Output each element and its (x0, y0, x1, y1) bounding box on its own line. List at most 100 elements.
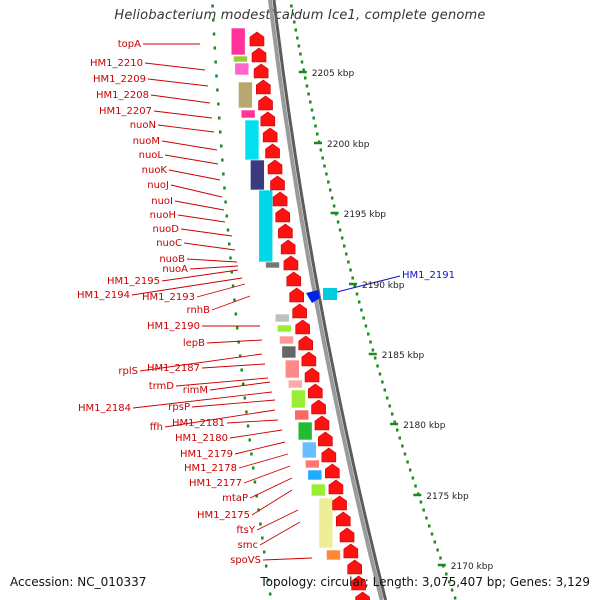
label-leader-line (206, 339, 263, 344)
gene-arrow (283, 255, 299, 271)
inner-dot (224, 200, 227, 204)
scale-dot (342, 244, 346, 248)
gene-arrow (308, 383, 323, 399)
gene-block (279, 335, 294, 345)
scale-dot (408, 468, 412, 472)
scale-dot (336, 220, 340, 224)
gene-arrow (328, 479, 344, 495)
gene-arrow (275, 207, 291, 223)
gene-block (281, 345, 297, 359)
scale-tick-label: 2170 kbp (451, 562, 494, 572)
gene-arrow (270, 175, 285, 191)
scale-tick-label: 2205 kbp (312, 69, 355, 79)
inner-dot (264, 564, 268, 568)
scale-dot (411, 476, 415, 480)
gene-block (265, 261, 280, 269)
label-leader-lines (131, 43, 401, 561)
scale-dot (309, 100, 312, 104)
scale-dot (364, 324, 368, 328)
label-leader-line (168, 169, 221, 181)
scale-dot (450, 588, 454, 592)
scale-dot (369, 340, 372, 344)
inner-dot (213, 46, 217, 50)
gene-arrow (351, 575, 366, 591)
inner-dot (233, 298, 236, 302)
gene-arrow (278, 223, 293, 239)
scale-dot (347, 260, 350, 264)
scale-dot (312, 116, 315, 120)
gene-block (274, 313, 290, 323)
gene-label-nuob: nuoB (159, 254, 185, 265)
gene-arrow (292, 303, 307, 319)
scale-dot (388, 404, 391, 408)
gene-arrow (339, 527, 355, 543)
gene-label-ftsy: ftsY (236, 525, 255, 536)
gene-block (240, 109, 256, 119)
inner-dot (217, 102, 220, 106)
gene-label-smc: smc (238, 540, 258, 551)
gene-arrow (267, 159, 283, 175)
inner-dot (225, 214, 229, 218)
inner-dot (257, 508, 260, 512)
scale-dot (362, 316, 365, 320)
scale-dot (353, 284, 357, 288)
inner-dot (227, 242, 231, 246)
scale-tick-label: 2175 kbp (426, 492, 469, 502)
label-leader-line (170, 184, 223, 198)
gene-label-nuoc: nuoC (156, 238, 182, 249)
gene-arrow (301, 351, 317, 367)
label-leader-line (201, 363, 266, 369)
inner-dot (246, 424, 250, 428)
label-leader-line (164, 409, 276, 428)
gene-arrow (311, 399, 326, 415)
gene-label-hm1_2193: HM1_2193 (142, 292, 195, 303)
gene-label-nuoh: nuoH (150, 210, 176, 221)
label-leader-line (157, 124, 215, 133)
gene-block (291, 389, 306, 409)
inner-dot (218, 130, 222, 134)
inner-dot (216, 88, 219, 92)
label-leader-line (191, 399, 276, 408)
gene-arrow (321, 447, 337, 463)
gene-block (276, 324, 292, 333)
backbone-inner (272, 0, 388, 600)
gene-label-hm1_2190: HM1_2190 (147, 321, 200, 332)
gene-label-rimm: rimM (183, 385, 208, 396)
scale-dot (328, 188, 332, 192)
scale-dots (211, 4, 457, 600)
gene-arrow (355, 591, 370, 600)
label-leader-line (262, 557, 313, 561)
scale-dot (307, 92, 310, 96)
scale-dot (403, 452, 407, 456)
scale-dot (321, 156, 324, 160)
label-leader-line (150, 94, 211, 104)
label-leader-line (209, 381, 271, 391)
gene-label-nuol: nuoL (139, 150, 164, 161)
scale-dot (430, 532, 434, 536)
gene-label-nuom: nuoM (133, 136, 160, 147)
scale-dot (323, 164, 326, 168)
gene-labels: 2205 kbp 2200 kbp 2195 kbp 2190 kbp 2185 kbp… (77, 39, 493, 572)
scale-dot (315, 132, 319, 136)
scale-dot (290, 4, 293, 8)
scale-dot (325, 172, 328, 176)
inner-dot (251, 466, 255, 470)
gene-arrow (343, 543, 359, 559)
gene-label-nuoj: nuoJ (147, 180, 169, 191)
inner-dot (229, 256, 232, 260)
label-leader-line (153, 110, 213, 119)
scale-tick-label: 2180 kbp (403, 421, 446, 431)
scale-dot (338, 228, 342, 232)
scale-dot (433, 540, 437, 544)
gene-arrow (318, 431, 333, 447)
scale-dot (355, 292, 359, 296)
gene-arrow (251, 47, 267, 63)
scale-dot (398, 436, 402, 440)
scale-dot (294, 28, 298, 32)
scale-dot (332, 204, 336, 208)
gene-block (318, 497, 334, 549)
gene-label-hm1_2208: HM1_2208 (96, 90, 149, 101)
scale-dot (310, 108, 314, 112)
gene-label-hm1_2209: HM1_2209 (93, 74, 146, 85)
gene-arrow (332, 495, 347, 511)
